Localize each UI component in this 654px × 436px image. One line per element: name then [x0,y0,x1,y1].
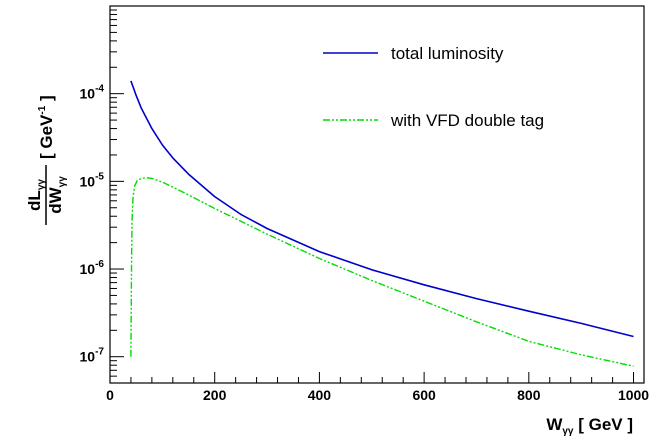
x-tick-label: 200 [203,387,227,403]
x-tick-label: 0 [106,387,114,403]
x-tick-label: 1000 [618,387,649,403]
ticks-layer: 0 200 400 600 800 1000 10-7 10-6 10-5 10-4 [80,5,649,403]
svg-text:dLγγ: dLγγ [25,179,47,211]
y-axis-title: dLγγ dWγγ [ GeV-1 ] [25,95,68,225]
svg-text:dWγγ: dWγγ [46,176,68,214]
series-layer [130,80,634,367]
legend: total luminosity with VFD double tag [323,44,544,130]
series-line-total-luminosity [130,80,634,338]
series-line-vfd-double-tag [130,176,634,367]
y-tick-label: 10-4 [80,84,105,102]
y-tick-label: 10-7 [80,347,105,365]
x-tick-label: 400 [308,387,332,403]
y-tick-label: 10-5 [80,171,105,189]
plot-frame [109,5,645,384]
svg-text:[ GeV-1 ]: [ GeV-1 ] [37,95,56,159]
legend-label-vfd: with VFD double tag [390,111,544,130]
x-tick-label: 800 [517,387,541,403]
y-tick-label: 10-6 [80,259,105,277]
x-tick-label: 600 [412,387,436,403]
x-axis-title: Wγγ [ GeV ] [546,415,633,436]
legend-label-total: total luminosity [391,44,504,63]
